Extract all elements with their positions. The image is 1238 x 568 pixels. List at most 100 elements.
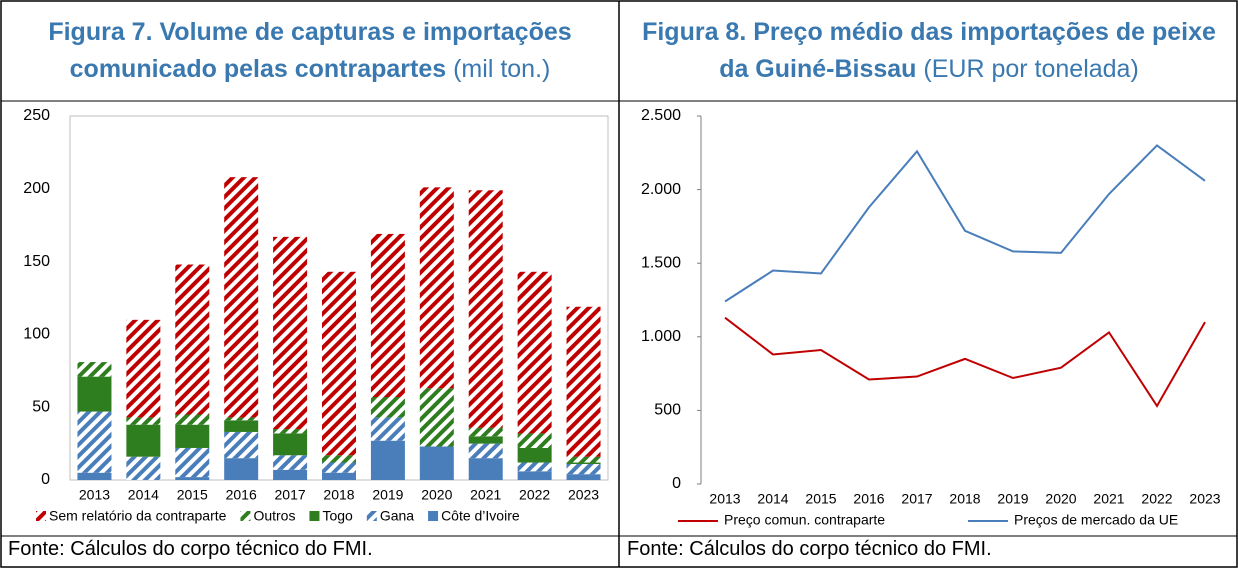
- legend-swatch: [309, 511, 320, 521]
- bar-segment: [468, 443, 503, 459]
- x-tick-label: 2015: [805, 491, 836, 507]
- legend-swatch: [240, 511, 251, 521]
- series-line: [724, 316, 1206, 408]
- bar-segment: [224, 420, 259, 432]
- bar-segment: [322, 455, 356, 463]
- legend-label: Preços de mercado da UE: [1014, 512, 1178, 528]
- bar-segment: [322, 472, 356, 480]
- title-units: (mil ton.): [453, 55, 551, 83]
- title-units: (EUR por tonelada): [923, 55, 1139, 83]
- y-tick-label: 0: [672, 475, 681, 492]
- bar-segment: [273, 433, 308, 456]
- x-tick-label: 2014: [128, 487, 159, 503]
- bar-segment: [566, 474, 601, 480]
- source-note: Fonte: Cálculos do corpo técnico do FMI.: [8, 538, 373, 560]
- bar-segment: [566, 463, 601, 475]
- bar-segment: [322, 271, 356, 456]
- bar-segment: [224, 431, 259, 459]
- bar-segment: [517, 462, 552, 472]
- bar-segment: [468, 427, 503, 437]
- y-tick-label: 2.500: [641, 107, 681, 124]
- bar-segment: [419, 187, 454, 389]
- bar-segment: [370, 440, 405, 480]
- x-tick-label: 2013: [709, 491, 740, 507]
- bar-segment: [517, 271, 552, 434]
- x-tick-label: 2017: [275, 487, 306, 503]
- bar-segment: [468, 436, 503, 444]
- y-tick-label: 1.000: [641, 328, 681, 345]
- bar-segment: [175, 414, 210, 425]
- y-tick-label: 50: [32, 398, 50, 415]
- x-tick-label: 2015: [177, 487, 208, 503]
- legend-label: Côte d’Ivoire: [441, 508, 520, 524]
- bar-segment: [175, 477, 210, 480]
- bar-segment: [273, 455, 308, 470]
- x-tick-label: 2021: [470, 487, 501, 503]
- legend-label: Togo: [322, 508, 353, 524]
- y-tick-label: 100: [23, 326, 50, 343]
- y-tick-label: 150: [23, 253, 50, 270]
- legend-label: Gana: [380, 508, 414, 524]
- legend-swatch: [366, 511, 377, 521]
- chart-title: Figura 7. Volume de capturas e importaçõ…: [15, 14, 605, 88]
- bar-segment: [175, 447, 210, 478]
- x-tick-label: 2014: [757, 491, 788, 507]
- legend-swatch: [36, 511, 46, 521]
- y-tick-label: 0: [41, 471, 50, 488]
- source-note: Fonte: Cálculos do corpo técnico do FMI.: [627, 538, 992, 560]
- x-tick-label: 2022: [1141, 491, 1172, 507]
- title-text: Figura 8. Preço médio das importações de…: [642, 18, 1216, 83]
- bar-segment: [370, 417, 405, 441]
- x-tick-label: 2020: [1045, 491, 1076, 507]
- legend-label: Sem relatório da contraparte: [49, 508, 227, 524]
- x-tick-label: 2023: [568, 487, 599, 503]
- bar-segment: [175, 424, 210, 448]
- bar-segment: [273, 236, 308, 430]
- bar-segment: [77, 411, 112, 473]
- bar-segment: [370, 233, 405, 398]
- bar-segment: [468, 458, 503, 480]
- bar-segment: [126, 319, 161, 418]
- x-tick-label: 2023: [1189, 491, 1220, 507]
- x-tick-label: 2019: [372, 487, 403, 503]
- bar-segment: [77, 472, 112, 480]
- x-tick-label: 2018: [949, 491, 980, 507]
- y-tick-label: 250: [23, 107, 50, 124]
- bar-segment: [566, 306, 601, 457]
- x-tick-label: 2017: [901, 491, 932, 507]
- y-tick-label: 2.000: [641, 181, 681, 198]
- bar-segment: [468, 190, 503, 428]
- x-tick-label: 2021: [1093, 491, 1124, 507]
- bar-segment: [419, 446, 454, 480]
- legend-swatch: [428, 511, 439, 521]
- bar-segment: [126, 424, 161, 457]
- x-tick-label: 2013: [79, 487, 110, 503]
- legend-label: Outros: [253, 508, 295, 524]
- legend-label: Preço comun. contraparte: [724, 512, 885, 528]
- bar-segment: [77, 376, 112, 412]
- x-tick-label: 2016: [226, 487, 257, 503]
- bar-segment: [566, 462, 601, 464]
- y-tick-label: 500: [654, 402, 681, 419]
- bar-segment: [126, 417, 161, 425]
- bar-segment: [322, 462, 356, 473]
- bar-segment: [175, 264, 210, 415]
- y-tick-label: 1.500: [641, 254, 681, 271]
- bar-segment: [517, 447, 552, 463]
- bar-segment: [77, 362, 112, 377]
- x-tick-label: 2022: [519, 487, 550, 503]
- bar-segment: [224, 417, 259, 421]
- x-tick-label: 2016: [853, 491, 884, 507]
- x-tick-label: 2019: [997, 491, 1028, 507]
- bar-segment: [273, 469, 308, 480]
- bar-segment: [517, 433, 552, 448]
- bar-segment: [517, 471, 552, 480]
- x-tick-label: 2020: [421, 487, 452, 503]
- chart-title: Figura 8. Preço médio das importações de…: [634, 14, 1224, 88]
- bar-segment: [370, 397, 405, 418]
- y-tick-label: 200: [23, 180, 50, 197]
- bar-segment: [566, 456, 601, 463]
- bar-segment: [273, 429, 308, 434]
